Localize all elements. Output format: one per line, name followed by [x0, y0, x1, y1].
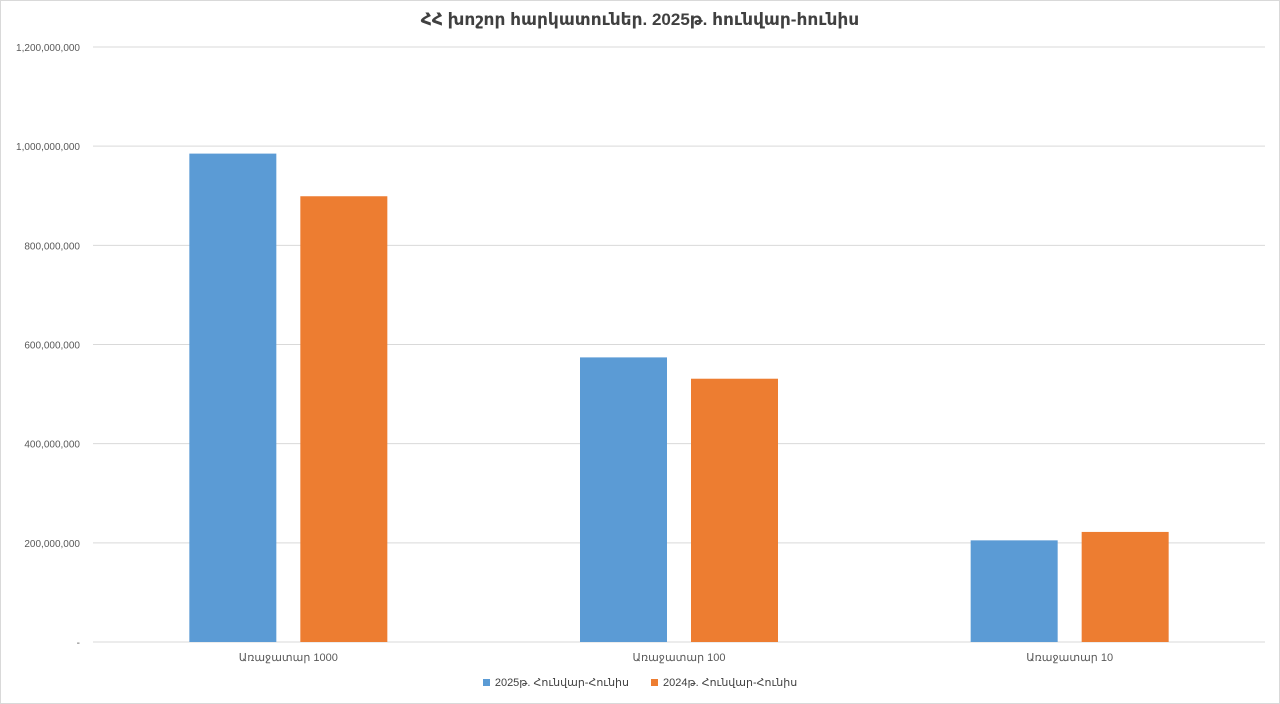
bar-series-2025 [580, 357, 667, 642]
y-tick-label: 600,000,000 [24, 341, 80, 352]
y-tick-label: - [77, 638, 80, 649]
bar-series-2024 [300, 196, 388, 642]
x-tick-label: Առաջատար 1000 [239, 652, 338, 664]
chart-legend: 2025թ. Հունվար-Հունիս 2024թ. Հունվար-Հուն… [0, 676, 1280, 689]
bar-series-2024 [1081, 531, 1169, 642]
bar-series-2025 [970, 540, 1058, 642]
chart-title: ՀՀ խոշոր հարկատուներ. 2025թ. հունվար-հու… [420, 10, 860, 29]
legend-item: 2024թ. Հունվար-Հունիս [651, 676, 797, 689]
y-tick-label: 200,000,000 [24, 539, 80, 550]
y-tick-label: 1,000,000,000 [16, 142, 80, 153]
legend-label: 2024թ. Հունվար-Հունիս [663, 677, 798, 689]
legend-label: 2025թ. Հունվար-Հունիս [494, 677, 629, 689]
x-tick-label: Առաջատար 100 [633, 652, 726, 664]
y-tick-label: 800,000,000 [24, 241, 80, 252]
legend-swatch [651, 679, 658, 686]
legend-swatch [482, 679, 490, 686]
y-tick-label: 1,200,000,000 [16, 43, 80, 54]
bar-series-2025 [189, 153, 277, 642]
bar-series-2024 [691, 378, 778, 642]
legend-item: 2025թ. Հունվար-Հունիս [482, 676, 629, 689]
y-tick-label: 400,000,000 [24, 440, 80, 451]
x-tick-label: Առաջատար 10 [1026, 652, 1113, 664]
